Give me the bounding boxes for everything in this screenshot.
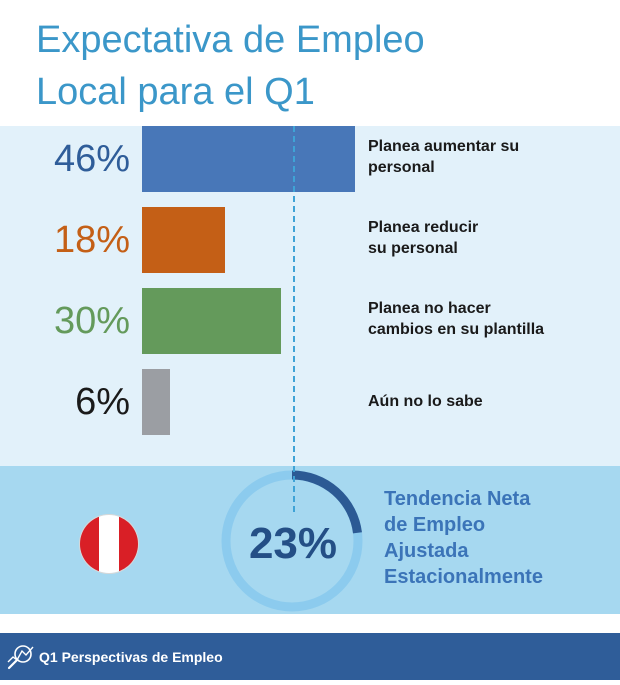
category-label-line: Planea aumentar su <box>368 138 520 155</box>
net-label-line: Estacionalmente <box>384 566 543 588</box>
flag-stripe <box>118 515 138 573</box>
ring-fill <box>221 470 363 612</box>
footer-text: Q1 Perspectivas de Empleo <box>39 648 223 665</box>
bar-category-label: Aún no lo sabe <box>368 391 483 412</box>
bar-value-label: 46% <box>53 138 130 180</box>
bar-value-label: 6% <box>75 381 130 423</box>
title-line-1: Expectativa de Empleo <box>36 19 425 61</box>
bar-value-label: 18% <box>53 219 130 261</box>
category-label-line: personal <box>368 159 435 176</box>
bar-category-label: Planea aumentar su personal <box>368 136 519 178</box>
net-label-line: Tendencia Neta <box>384 488 531 510</box>
net-label-line: Ajustada <box>384 540 469 562</box>
category-label-line: Planea no hacer <box>368 300 491 317</box>
bar-category-label: Planea no hacer cambios en su plantilla <box>368 298 544 340</box>
bar-category-label: Planea reducir su personal <box>368 217 478 259</box>
net-label-line: de Empleo <box>384 514 486 536</box>
category-label-line: su personal <box>368 240 458 257</box>
category-label-line: Aún no lo sabe <box>368 393 483 410</box>
bar-value-label: 30% <box>53 300 130 342</box>
magnifier-chart-icon <box>7 644 34 669</box>
category-label-line: Planea reducir <box>368 219 479 236</box>
flag-stripe <box>99 515 119 573</box>
net-tendency-label: Tendencia Neta de Empleo Ajustada Estaci… <box>384 486 543 590</box>
title-line-2: Local para el Q1 <box>36 71 315 113</box>
peru-flag-icon <box>80 515 138 573</box>
flag-stripe <box>80 515 100 573</box>
page-title: Expectativa de Empleo Local para el Q1 <box>36 14 425 118</box>
bar-no-sabe <box>142 369 170 435</box>
bar-aumentar <box>142 126 355 192</box>
footer-bar: Q1 Perspectivas de Empleo <box>0 633 620 680</box>
bar-reducir <box>142 207 225 273</box>
net-tendency-ring <box>221 470 363 612</box>
bar-sin-cambios <box>142 288 281 354</box>
category-label-line: cambios en su plantilla <box>368 321 545 338</box>
net-tendency-value: 23% <box>248 519 338 568</box>
reference-dashed-line <box>293 126 295 512</box>
